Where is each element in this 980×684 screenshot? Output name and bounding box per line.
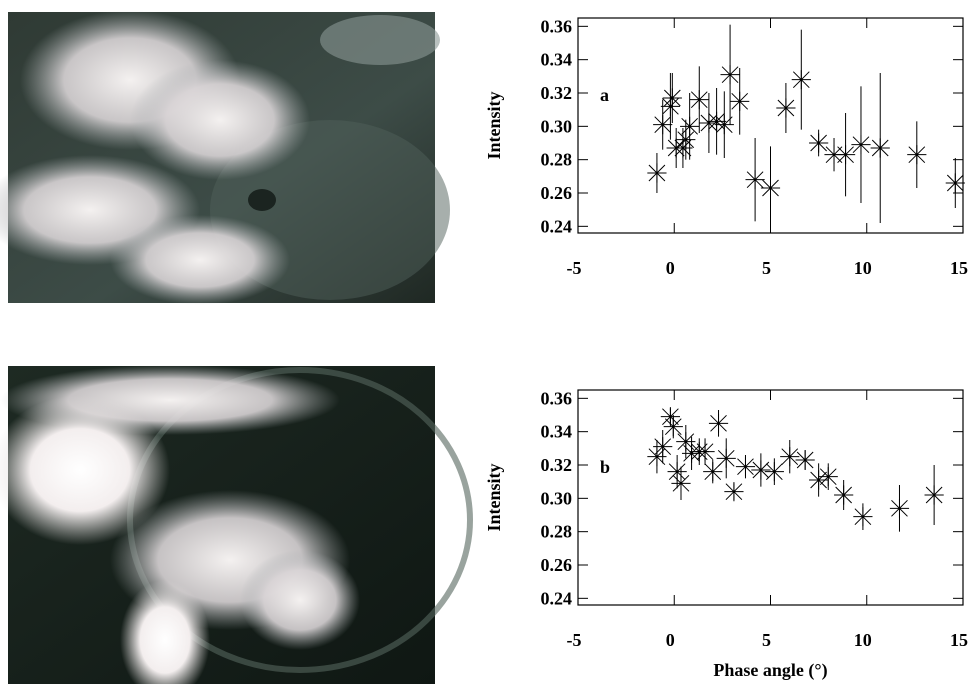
y-axis-label: Intensity bbox=[484, 463, 504, 531]
y-tick-label: 0.30 bbox=[541, 488, 573, 508]
marker bbox=[653, 115, 673, 135]
marker bbox=[730, 91, 750, 111]
marker bbox=[889, 498, 910, 518]
plot-frame bbox=[577, 389, 964, 606]
marker bbox=[676, 432, 696, 452]
marker bbox=[689, 90, 709, 110]
y-tick-label: 0.32 bbox=[541, 455, 573, 475]
marker bbox=[851, 135, 871, 155]
x-tick-label: 15 bbox=[950, 630, 968, 650]
x-tick-label: 10 bbox=[854, 258, 872, 278]
y-tick-label: 0.36 bbox=[541, 388, 573, 408]
marker bbox=[660, 407, 680, 427]
marker bbox=[945, 173, 965, 193]
panel-label: b bbox=[600, 457, 610, 477]
marker bbox=[699, 113, 719, 133]
marker bbox=[676, 130, 696, 150]
y-tick-label: 0.24 bbox=[541, 588, 573, 608]
marker bbox=[907, 145, 927, 165]
marker bbox=[834, 485, 854, 505]
marker bbox=[735, 457, 756, 477]
x-tick-label: 0 bbox=[666, 258, 675, 278]
marker bbox=[714, 115, 734, 135]
marker bbox=[647, 447, 667, 467]
y-tick-label: 0.26 bbox=[541, 183, 573, 203]
marker bbox=[760, 178, 781, 198]
marker bbox=[870, 138, 890, 158]
photo-bottom bbox=[0, 365, 473, 684]
y-tick-label: 0.36 bbox=[541, 16, 573, 36]
marker bbox=[707, 111, 727, 131]
marker bbox=[924, 485, 944, 505]
marker bbox=[764, 462, 784, 482]
marker bbox=[667, 462, 687, 482]
marker bbox=[681, 443, 702, 463]
photo-top bbox=[0, 10, 450, 305]
x-tick-label: -5 bbox=[567, 630, 582, 650]
marker bbox=[853, 507, 873, 527]
y-tick-label: 0.26 bbox=[541, 555, 573, 575]
marker bbox=[751, 460, 771, 480]
y-tick-label: 0.28 bbox=[541, 522, 573, 542]
marker bbox=[695, 442, 715, 462]
y-tick-label: 0.28 bbox=[541, 150, 573, 170]
marker bbox=[791, 70, 811, 90]
marker bbox=[745, 170, 765, 190]
marker bbox=[795, 450, 815, 470]
x-tick-label: 5 bbox=[762, 630, 771, 650]
marker bbox=[809, 470, 829, 490]
marker bbox=[824, 145, 844, 165]
marker bbox=[662, 88, 682, 108]
marker bbox=[724, 482, 744, 502]
marker bbox=[780, 447, 800, 467]
marker bbox=[647, 163, 667, 183]
x-tick-label: -5 bbox=[567, 258, 582, 278]
marker bbox=[663, 417, 683, 437]
marker bbox=[716, 448, 736, 468]
y-axis-label: Intensity bbox=[484, 91, 504, 159]
y-tick-label: 0.30 bbox=[541, 116, 573, 136]
marker bbox=[671, 473, 691, 493]
marker bbox=[660, 96, 680, 116]
marker bbox=[673, 138, 693, 158]
marker bbox=[835, 145, 856, 165]
y-tick-label: 0.24 bbox=[541, 216, 573, 236]
marker bbox=[809, 133, 829, 153]
x-tick-label: 10 bbox=[854, 630, 872, 650]
y-tick-label: 0.32 bbox=[541, 83, 573, 103]
x-tick-label: 5 bbox=[762, 258, 771, 278]
y-tick-label: 0.34 bbox=[541, 50, 573, 70]
marker bbox=[703, 462, 723, 482]
marker bbox=[680, 116, 700, 136]
panel-label: a bbox=[600, 85, 609, 105]
marker bbox=[653, 437, 673, 457]
marker bbox=[720, 65, 740, 85]
x-tick-label: 15 bbox=[950, 258, 968, 278]
x-tick-label: 0 bbox=[666, 630, 675, 650]
marker bbox=[708, 413, 729, 433]
marker bbox=[818, 467, 838, 487]
y-tick-label: 0.34 bbox=[541, 422, 573, 442]
marker bbox=[776, 98, 796, 118]
x-axis-label: Phase angle (°) bbox=[713, 660, 827, 681]
